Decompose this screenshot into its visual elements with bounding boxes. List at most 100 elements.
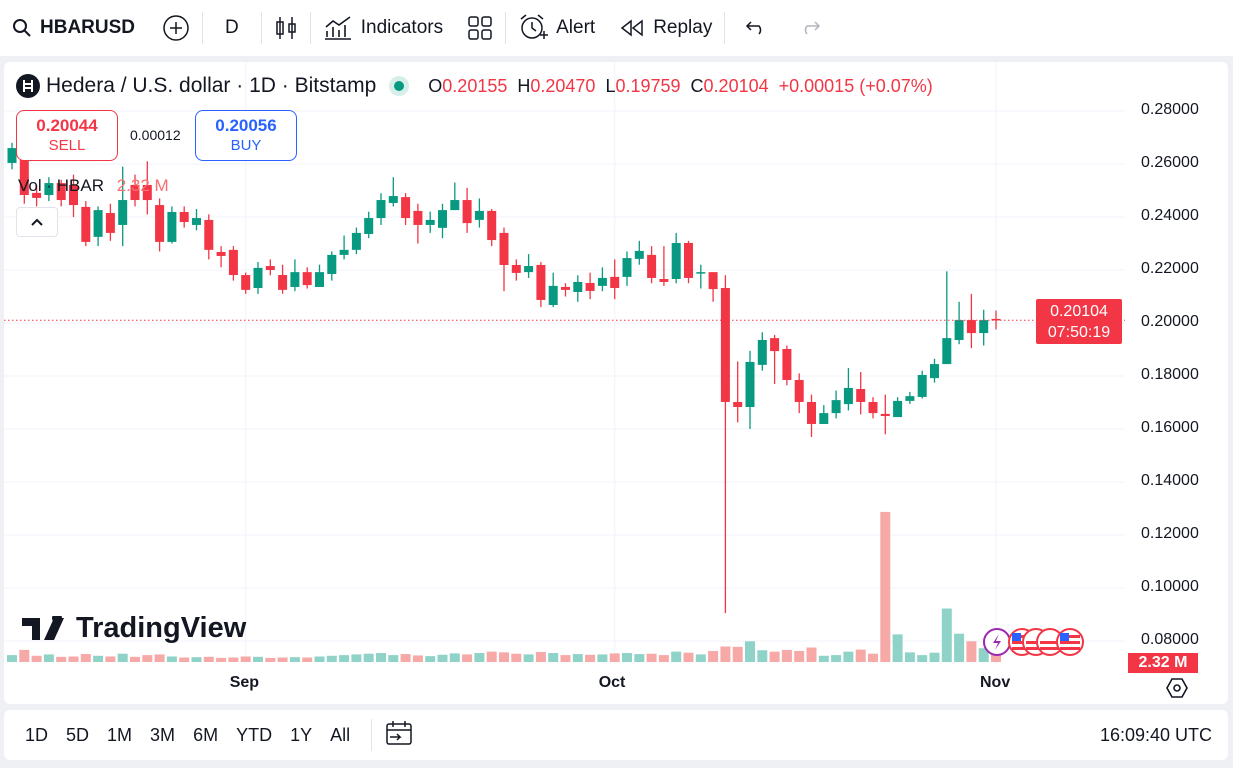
volume-bar <box>499 652 509 662</box>
range-1m[interactable]: 1M <box>107 724 133 745</box>
candle-body <box>905 396 915 401</box>
range-6m[interactable]: 6M <box>193 724 219 745</box>
candle-body <box>290 272 300 287</box>
open-label: O <box>428 75 443 96</box>
candle-body <box>278 275 288 290</box>
candle-body <box>610 276 620 289</box>
chart-settings-button[interactable] <box>1165 676 1189 705</box>
volume-bar <box>437 654 448 662</box>
symbol-title[interactable]: Hedera / U.S. dollar · 1D · Bitstamp <box>46 74 377 97</box>
undo-icon <box>746 21 762 35</box>
candle-body <box>770 338 780 352</box>
volume-bar <box>708 650 719 662</box>
candle-body <box>499 232 509 265</box>
volume-bar <box>376 653 386 662</box>
alert-button[interactable]: Alert <box>506 8 607 48</box>
price-chart[interactable] <box>0 0 1233 705</box>
collapse-legend-button[interactable] <box>16 207 58 237</box>
indicators-button[interactable]: Indicators <box>311 8 455 48</box>
range-3m[interactable]: 3M <box>150 724 176 745</box>
candle-body <box>474 210 484 220</box>
volume-bar <box>80 654 91 662</box>
range-1d[interactable]: 1D <box>25 724 49 745</box>
candle-body <box>880 413 890 417</box>
candle-body <box>364 218 374 234</box>
replay-label: Replay <box>653 17 713 38</box>
volume-bar <box>179 657 190 662</box>
candle-body <box>105 213 115 233</box>
volume-bar <box>597 654 608 662</box>
range-5d[interactable]: 5D <box>66 724 90 745</box>
volume-bar <box>560 655 571 662</box>
candle-body <box>524 266 534 273</box>
price-tick: 0.28000 <box>1141 101 1199 118</box>
range-1y[interactable]: 1Y <box>290 724 313 745</box>
volume-bar <box>351 654 362 662</box>
templates-button[interactable] <box>455 8 505 48</box>
candle-body <box>44 183 54 196</box>
replay-button[interactable]: Replay <box>607 8 724 48</box>
candle-body <box>327 254 337 274</box>
candle-body <box>954 320 964 340</box>
candle-body <box>241 275 251 290</box>
undo-button[interactable] <box>725 8 787 48</box>
buy-button[interactable]: 0.20056 BUY <box>195 110 297 161</box>
volume-bar <box>277 657 288 662</box>
indicators-label: Indicators <box>360 17 444 38</box>
price-tick: 0.26000 <box>1141 154 1199 171</box>
candle-body <box>733 401 743 408</box>
volume-bar <box>412 655 423 662</box>
candle-body <box>720 288 730 402</box>
range-all[interactable]: All <box>330 724 351 745</box>
candle-body <box>253 267 263 289</box>
high-label: H <box>517 75 531 96</box>
clock[interactable]: 16:09:40 UTC <box>1099 724 1212 745</box>
candle-body <box>315 272 324 287</box>
goto-date-button[interactable] <box>384 719 414 752</box>
chart-panel[interactable] <box>4 62 1228 704</box>
price-tick: 0.22000 <box>1141 260 1199 277</box>
spread-value: 0.00012 <box>130 127 181 143</box>
symbol-search[interactable]: HBARUSD <box>0 8 150 48</box>
candle-body <box>597 277 607 286</box>
candle-body <box>782 348 792 380</box>
volume-bar <box>991 653 1001 662</box>
rewind-icon <box>620 19 643 37</box>
volume-bar <box>326 655 337 662</box>
volume-bar <box>855 649 866 662</box>
sell-button[interactable]: 0.20044 SELL <box>16 110 118 161</box>
volume-bar <box>289 657 300 662</box>
volume-bar <box>904 652 915 662</box>
candle-body <box>917 374 927 397</box>
volume-bar <box>535 651 546 662</box>
volume-bar <box>425 656 436 662</box>
candle-body <box>228 249 238 276</box>
candle-body <box>868 401 878 414</box>
price-tick: 0.16000 <box>1141 419 1199 436</box>
last-price: 0.20104 <box>1050 303 1108 320</box>
compare-button[interactable] <box>150 8 202 48</box>
volume-bar <box>868 653 878 662</box>
volume-bar <box>511 653 522 662</box>
candle-body <box>745 361 755 408</box>
range-ytd[interactable]: YTD <box>236 724 273 745</box>
candle-body <box>69 184 78 206</box>
volume-bar <box>462 654 473 662</box>
volume-bar <box>880 511 891 662</box>
chevron-up-icon <box>31 218 43 226</box>
volume-bar <box>646 653 657 662</box>
volume-bar <box>732 646 743 662</box>
redo-button[interactable] <box>787 8 833 48</box>
buy-price: 0.20056 <box>215 116 277 135</box>
candle-body <box>401 197 411 219</box>
candle-body <box>81 206 91 242</box>
interval-button[interactable]: D <box>203 8 261 48</box>
candle-body <box>831 400 841 414</box>
chart-type-button[interactable] <box>262 8 310 48</box>
candle-body <box>843 387 853 405</box>
events-markers[interactable] <box>982 627 1092 659</box>
candle-body <box>462 200 472 224</box>
symbol-label: HBARUSD <box>40 17 135 38</box>
plus-circle-icon <box>163 15 189 41</box>
time-tick: Nov <box>980 674 1011 691</box>
